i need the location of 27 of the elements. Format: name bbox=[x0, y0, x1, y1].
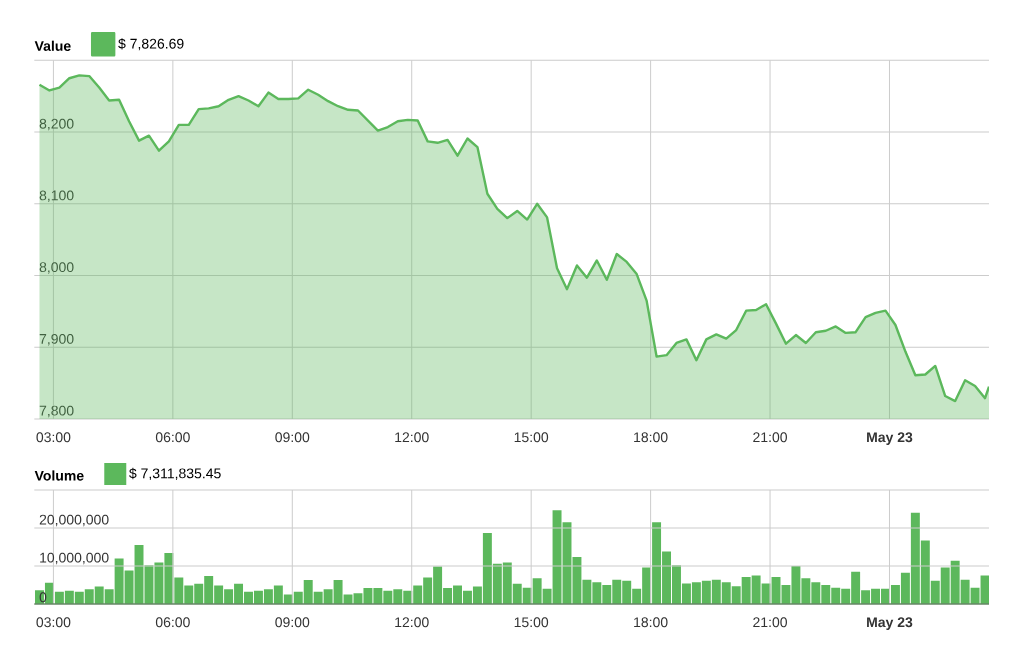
x-tick-label: 06:00 bbox=[155, 617, 190, 628]
y-tick-label: 7,900 bbox=[39, 333, 74, 346]
y-tick-label: 10,000,000 bbox=[40, 552, 109, 565]
y-tick-label: 7,800 bbox=[39, 405, 74, 418]
x-tick-label: 03:00 bbox=[36, 432, 71, 443]
legend-label: $ 7,826.69 bbox=[118, 38, 184, 51]
x-tick-label: May 23 bbox=[867, 617, 913, 630]
y-tick-label: 20,000,000 bbox=[39, 514, 109, 527]
x-tick-label: 09:00 bbox=[275, 617, 310, 628]
y-tick-label: 8,100 bbox=[39, 190, 74, 203]
x-tick-label: 18:00 bbox=[634, 617, 668, 628]
x-tick-label: 21:00 bbox=[753, 432, 787, 443]
x-tick-label: 03:00 bbox=[36, 617, 71, 628]
chart-title: Volume bbox=[34, 470, 84, 481]
y-tick-label: 8,000 bbox=[39, 262, 74, 274]
x-tick-label: May 23 bbox=[867, 432, 913, 445]
x-tick-label: 12:00 bbox=[395, 617, 429, 628]
y-tick-label: 8,200 bbox=[39, 118, 74, 131]
x-tick-label: 09:00 bbox=[275, 432, 310, 443]
x-tick-label: 15:00 bbox=[514, 432, 549, 443]
chart-title: Value bbox=[34, 40, 71, 51]
legend-label: $ 7,311,835.45 bbox=[129, 467, 221, 480]
x-tick-label: 15:00 bbox=[514, 617, 549, 628]
x-tick-label: 21:00 bbox=[753, 617, 787, 628]
x-tick-label: 12:00 bbox=[395, 432, 429, 443]
x-tick-label: 06:00 bbox=[155, 432, 190, 443]
x-tick-label: 18:00 bbox=[634, 432, 668, 443]
